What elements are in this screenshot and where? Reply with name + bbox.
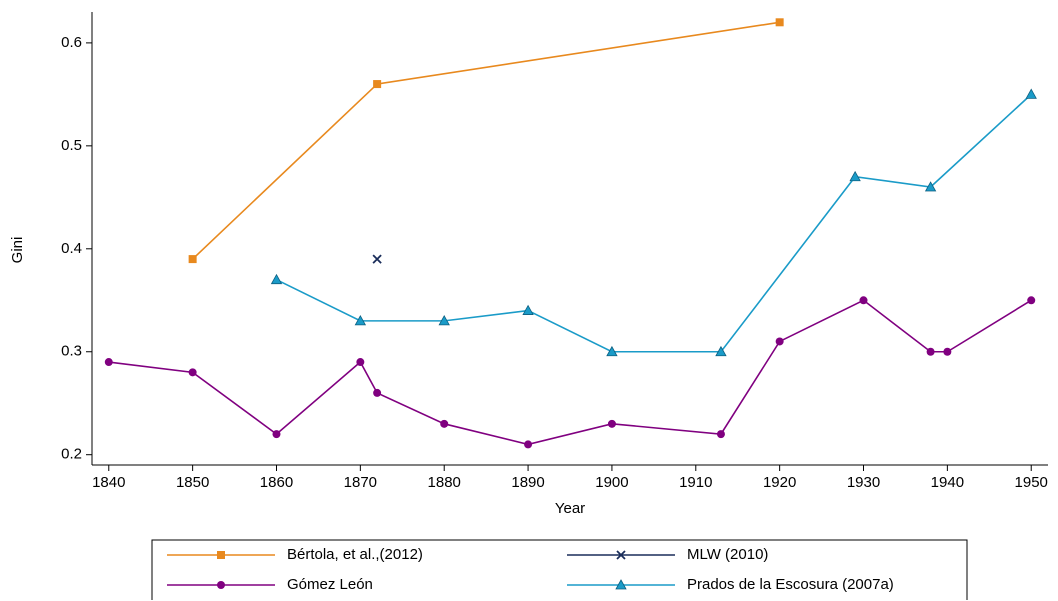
marker bbox=[270, 273, 283, 285]
y-tick-label: 0.6 bbox=[61, 34, 82, 51]
marker bbox=[616, 550, 626, 560]
legend-label: MLW (2010) bbox=[687, 546, 768, 563]
marker bbox=[372, 254, 382, 264]
legend-label: Gómez León bbox=[287, 576, 373, 593]
marker bbox=[217, 581, 225, 589]
marker bbox=[217, 551, 225, 559]
x-tick-label: 1890 bbox=[511, 474, 544, 491]
y-axis-label: Gini bbox=[9, 237, 26, 264]
marker bbox=[1025, 88, 1037, 99]
marker bbox=[373, 80, 382, 89]
marker bbox=[926, 347, 935, 356]
marker bbox=[775, 337, 784, 346]
x-tick-label: 1920 bbox=[763, 474, 796, 491]
marker bbox=[440, 419, 449, 428]
y-tick-label: 0.5 bbox=[61, 137, 82, 154]
marker bbox=[943, 347, 952, 356]
marker bbox=[849, 170, 861, 182]
series-line bbox=[192, 21, 780, 260]
legend-label: Prados de la Escosura (2007a) bbox=[687, 576, 894, 593]
series-line bbox=[108, 299, 1032, 446]
marker bbox=[859, 296, 868, 305]
x-tick-label: 1950 bbox=[1015, 474, 1048, 491]
marker bbox=[188, 255, 197, 264]
marker bbox=[606, 345, 618, 357]
marker bbox=[188, 368, 197, 377]
x-tick-label: 1840 bbox=[92, 474, 125, 491]
marker bbox=[522, 304, 534, 315]
x-tick-label: 1940 bbox=[931, 474, 964, 491]
marker bbox=[104, 358, 113, 367]
legend-box bbox=[151, 539, 968, 600]
marker bbox=[716, 430, 725, 439]
y-tick-label: 0.2 bbox=[61, 446, 82, 463]
marker bbox=[924, 181, 937, 192]
x-tick-label: 1900 bbox=[595, 474, 628, 491]
y-tick-label: 0.4 bbox=[61, 240, 82, 257]
marker bbox=[524, 440, 533, 449]
series-line bbox=[276, 93, 1032, 353]
x-tick-label: 1870 bbox=[344, 474, 377, 491]
x-tick-label: 1880 bbox=[428, 474, 461, 491]
x-axis-label: Year bbox=[555, 500, 585, 517]
marker bbox=[373, 388, 382, 397]
marker bbox=[607, 419, 616, 428]
marker bbox=[715, 345, 727, 357]
y-tick-label: 0.3 bbox=[61, 343, 82, 360]
x-tick-label: 1850 bbox=[176, 474, 209, 491]
x-tick-label: 1910 bbox=[679, 474, 712, 491]
marker bbox=[272, 430, 281, 439]
x-tick-label: 1860 bbox=[260, 474, 293, 491]
marker bbox=[356, 358, 365, 367]
x-tick-label: 1930 bbox=[847, 474, 880, 491]
marker bbox=[1027, 296, 1036, 305]
legend-label: Bértola, et al.,(2012) bbox=[287, 546, 423, 563]
marker bbox=[438, 315, 450, 326]
marker bbox=[615, 579, 627, 590]
marker bbox=[354, 315, 367, 326]
marker bbox=[775, 18, 784, 27]
